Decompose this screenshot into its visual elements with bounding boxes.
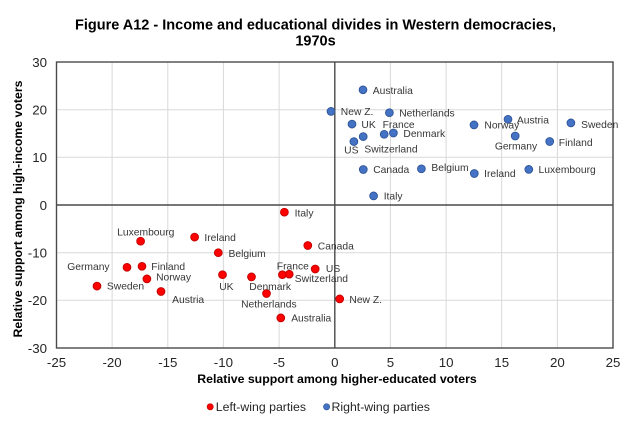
svg-text:Ireland: Ireland xyxy=(204,233,236,244)
svg-text:Denmark: Denmark xyxy=(403,129,446,140)
svg-text:Netherlands: Netherlands xyxy=(399,108,455,119)
svg-text:-30: -30 xyxy=(28,341,47,356)
svg-text:US: US xyxy=(344,146,358,157)
svg-text:-10: -10 xyxy=(28,246,47,261)
svg-text:1970s: 1970s xyxy=(295,34,335,50)
svg-text:Luxembourg: Luxembourg xyxy=(117,227,175,238)
svg-text:Germany: Germany xyxy=(495,141,538,152)
svg-text:France: France xyxy=(383,120,415,131)
svg-text:Italy: Italy xyxy=(295,208,315,219)
svg-text:0: 0 xyxy=(331,355,338,370)
svg-text:20: 20 xyxy=(32,103,47,118)
svg-text:Relative support among higher-: Relative support among higher-educated v… xyxy=(197,372,477,386)
svg-text:Relative support among high-in: Relative support among high-income voter… xyxy=(11,80,25,337)
svg-text:UK: UK xyxy=(219,282,233,293)
svg-text:10: 10 xyxy=(32,150,47,165)
svg-text:-20: -20 xyxy=(102,355,121,370)
svg-text:5: 5 xyxy=(387,355,394,370)
svg-text:New Z.: New Z. xyxy=(349,295,382,306)
svg-text:Sweden: Sweden xyxy=(107,282,144,293)
svg-text:Right-wing parties: Right-wing parties xyxy=(332,400,430,414)
svg-text:Ireland: Ireland xyxy=(484,169,516,180)
svg-text:-5: -5 xyxy=(273,355,285,370)
svg-text:15: 15 xyxy=(494,355,509,370)
svg-text:Finland: Finland xyxy=(151,262,185,273)
svg-text:UK: UK xyxy=(361,120,375,131)
svg-text:-25: -25 xyxy=(47,355,66,370)
svg-text:Finland: Finland xyxy=(559,138,593,149)
svg-text:Netherlands: Netherlands xyxy=(241,299,297,310)
svg-text:-15: -15 xyxy=(158,355,177,370)
svg-text:Belgium: Belgium xyxy=(229,249,266,260)
svg-text:Norway: Norway xyxy=(156,272,192,283)
svg-text:Canada: Canada xyxy=(373,165,409,176)
svg-text:Australia: Australia xyxy=(291,313,331,324)
svg-text:Belgium: Belgium xyxy=(431,163,468,174)
svg-text:Sweden: Sweden xyxy=(581,120,618,131)
svg-text:New Z.: New Z. xyxy=(341,107,374,118)
svg-text:Denmark: Denmark xyxy=(249,282,292,293)
svg-text:Switzerland: Switzerland xyxy=(295,274,348,285)
svg-text:Left-wing parties: Left-wing parties xyxy=(216,400,306,414)
svg-text:20: 20 xyxy=(550,355,565,370)
svg-text:-20: -20 xyxy=(28,293,47,308)
svg-text:0: 0 xyxy=(40,198,47,213)
svg-text:Austria: Austria xyxy=(172,295,204,306)
svg-text:25: 25 xyxy=(606,355,621,370)
svg-text:10: 10 xyxy=(439,355,454,370)
svg-text:Canada: Canada xyxy=(318,242,354,253)
svg-text:30: 30 xyxy=(32,55,47,70)
svg-text:Italy: Italy xyxy=(384,192,404,203)
svg-text:Austria: Austria xyxy=(517,115,549,126)
svg-text:Luxembourg: Luxembourg xyxy=(539,165,597,176)
svg-text:Figure A12 - Income and educat: Figure A12 - Income and educational divi… xyxy=(75,18,556,34)
svg-text:-10: -10 xyxy=(214,355,233,370)
svg-text:France: France xyxy=(277,261,309,272)
svg-text:Germany: Germany xyxy=(67,262,110,273)
svg-text:Australia: Australia xyxy=(373,86,413,97)
svg-text:US: US xyxy=(326,264,340,275)
svg-text:Norway: Norway xyxy=(484,121,520,132)
svg-text:Switzerland: Switzerland xyxy=(364,144,417,155)
